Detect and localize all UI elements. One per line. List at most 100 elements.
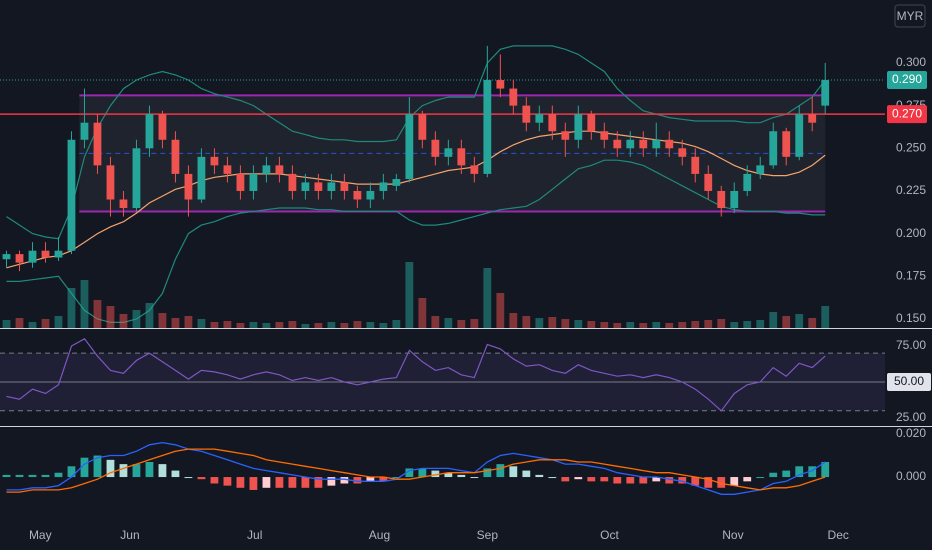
candle-body [197, 156, 206, 200]
macd-histogram-bar [301, 477, 310, 488]
macd-histogram-bar [314, 477, 323, 488]
macd-histogram-bar [197, 477, 206, 480]
candle-body [2, 254, 11, 260]
volume-bar [2, 320, 11, 328]
volume-bar [613, 323, 622, 328]
volume-bar [28, 322, 37, 328]
volume-bar [80, 280, 89, 328]
x-tick-label: Dec [828, 528, 849, 542]
macd-histogram-bar [613, 477, 622, 484]
macd-histogram-bar [483, 468, 492, 478]
macd-histogram-bar [184, 477, 193, 479]
candle-body [665, 139, 674, 149]
volume-bar [223, 321, 232, 328]
macd-histogram-bar [535, 474, 544, 478]
volume-bar [652, 322, 661, 328]
rsi-tick-label: 75.00 [896, 338, 926, 352]
volume-bar [262, 323, 271, 328]
price-tick-label: 0.175 [896, 268, 926, 282]
macd-histogram-bar [665, 477, 674, 484]
volume-bar [54, 316, 63, 328]
candle-body [795, 114, 804, 157]
candle-body [704, 173, 713, 191]
volume-bar [93, 300, 102, 328]
price-tick-label: 0.225 [896, 183, 926, 197]
macd-line [6, 441, 826, 495]
candle-body [587, 114, 596, 132]
candle-body [67, 139, 76, 251]
candle-body [496, 80, 505, 89]
volume-bar [132, 310, 141, 328]
price-tick-label: 0.150 [896, 311, 926, 325]
macd-histogram-bar [106, 459, 115, 478]
candle-body [418, 114, 427, 140]
x-tick-label: Nov [722, 528, 743, 542]
volume-bar [587, 321, 596, 328]
volume-bar [431, 316, 440, 328]
macd-histogram-bar [15, 474, 24, 478]
volume-bar [145, 303, 154, 328]
macd-histogram-bar [158, 464, 167, 478]
volume-bar [821, 306, 830, 328]
macd-histogram-bar [652, 477, 661, 482]
rsi-tick-label: 25.00 [896, 410, 926, 424]
candle-body [28, 250, 37, 263]
rsi-line [6, 338, 826, 412]
candle-body [249, 173, 258, 191]
macd-histogram-bar [288, 477, 297, 488]
price-badge [887, 71, 927, 90]
x-tick-label: May [29, 528, 52, 542]
macd-tick-label: 0.000 [896, 469, 926, 483]
macd-histogram-bar [548, 477, 557, 479]
bollinger-upper [6, 45, 826, 240]
volume-bar [210, 322, 219, 328]
bollinger-lower [6, 159, 826, 323]
candle-body [652, 139, 661, 149]
candle-body [509, 88, 518, 106]
x-tick-label: Sep [477, 528, 499, 542]
volume-bar [522, 316, 531, 328]
candle-body [366, 190, 375, 200]
macd-histogram-bar [327, 477, 336, 486]
volume-bar [782, 316, 791, 328]
volume-bar [483, 268, 492, 328]
volume-bar [67, 288, 76, 328]
candle-body [821, 80, 830, 106]
candle-body [808, 114, 817, 123]
candle-body [301, 182, 310, 191]
candle-body [340, 182, 349, 191]
macd-histogram-bar [249, 477, 258, 490]
volume-bar [418, 298, 427, 328]
candle-body [327, 182, 336, 191]
price-tick-label: 0.200 [896, 226, 926, 240]
candle-body [730, 190, 739, 209]
volume-bar [197, 319, 206, 328]
price-badge-label: 0.290 [892, 72, 922, 86]
candle-body [15, 254, 24, 263]
volume-bar [301, 324, 310, 328]
volume-bar [704, 320, 713, 328]
candle-body [288, 173, 297, 191]
volume-bar [184, 316, 193, 328]
macd-histogram-bar [80, 457, 89, 478]
candle-body [262, 165, 271, 174]
macd-histogram-bar [210, 477, 219, 484]
macd-histogram-bar [392, 477, 401, 479]
candle-body [769, 131, 778, 166]
macd-histogram-bar [67, 466, 76, 478]
macd-histogram-bar [431, 470, 440, 478]
macd-histogram-bar [41, 474, 50, 478]
candle-body [756, 165, 765, 174]
volume-bar [574, 320, 583, 328]
volume-bar [795, 314, 804, 328]
volume-bar [756, 320, 765, 328]
macd-histogram-bar [366, 477, 375, 482]
price-badge-label: 0.270 [892, 106, 922, 120]
volume-bar [106, 306, 115, 328]
macd-histogram-bar [600, 477, 609, 482]
price-tick-label: 0.300 [896, 55, 926, 69]
volume-bar [392, 320, 401, 328]
volume-bar [561, 319, 570, 328]
candle-body [457, 148, 466, 166]
macd-histogram-bar [405, 468, 414, 478]
